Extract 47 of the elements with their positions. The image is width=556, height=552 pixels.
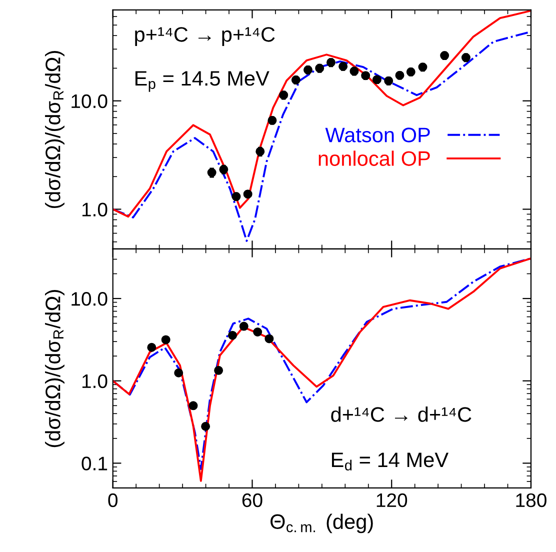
point <box>406 67 416 76</box>
y-axis-title: (dσ/dΩ)/(dσ$_{R}$/dΩ) <box>45 290 64 448</box>
point <box>372 75 382 84</box>
point <box>174 368 184 378</box>
y-tick-label: 1.0 <box>82 202 108 216</box>
point <box>264 334 274 344</box>
point <box>256 146 265 156</box>
point <box>338 62 348 71</box>
y-tick-label: 1.0 <box>82 374 108 388</box>
point <box>384 76 394 86</box>
point <box>232 192 241 202</box>
point <box>268 116 277 125</box>
annotation: E$_{d}$ = 14 MeV <box>332 452 448 470</box>
y-tick-label: 10.0 <box>72 292 108 306</box>
x-tick-label: 120 <box>376 493 408 508</box>
point <box>350 66 359 76</box>
legend-label: nonlocal OP <box>318 150 430 166</box>
x-tick-label: 180 <box>516 493 546 508</box>
point <box>315 64 324 73</box>
point <box>326 58 336 67</box>
x-axis-title: Θ$_{c.m.}$ (deg) <box>270 514 373 534</box>
point <box>239 322 248 331</box>
point <box>243 190 252 199</box>
legend-label: Watson OP <box>325 128 430 142</box>
point <box>303 65 312 74</box>
point <box>361 71 370 80</box>
point <box>461 53 470 62</box>
y-axis-title: (dσ/dΩ)/(dσ$_{R}$/dΩ) <box>45 51 64 208</box>
point <box>188 401 198 410</box>
y-tick-label: 10.0 <box>72 94 108 108</box>
point <box>291 75 300 84</box>
point <box>207 168 216 178</box>
point <box>214 366 224 375</box>
point <box>219 164 228 174</box>
point <box>440 51 450 60</box>
point <box>279 90 288 100</box>
annotation: E$_{p}$ = 14.5 MeV <box>135 71 270 92</box>
point <box>161 335 170 344</box>
x-tick-label: 0 <box>108 493 118 508</box>
point <box>253 328 262 337</box>
point <box>147 342 156 352</box>
point <box>228 330 237 340</box>
y-tick-label: 0.1 <box>82 456 108 470</box>
point <box>201 422 210 431</box>
annotation: p+¹⁴C → p+¹⁴C <box>135 27 275 46</box>
annotation: d+¹⁴C → d+¹⁴C <box>331 406 472 422</box>
x-tick-label: 60 <box>242 493 262 508</box>
